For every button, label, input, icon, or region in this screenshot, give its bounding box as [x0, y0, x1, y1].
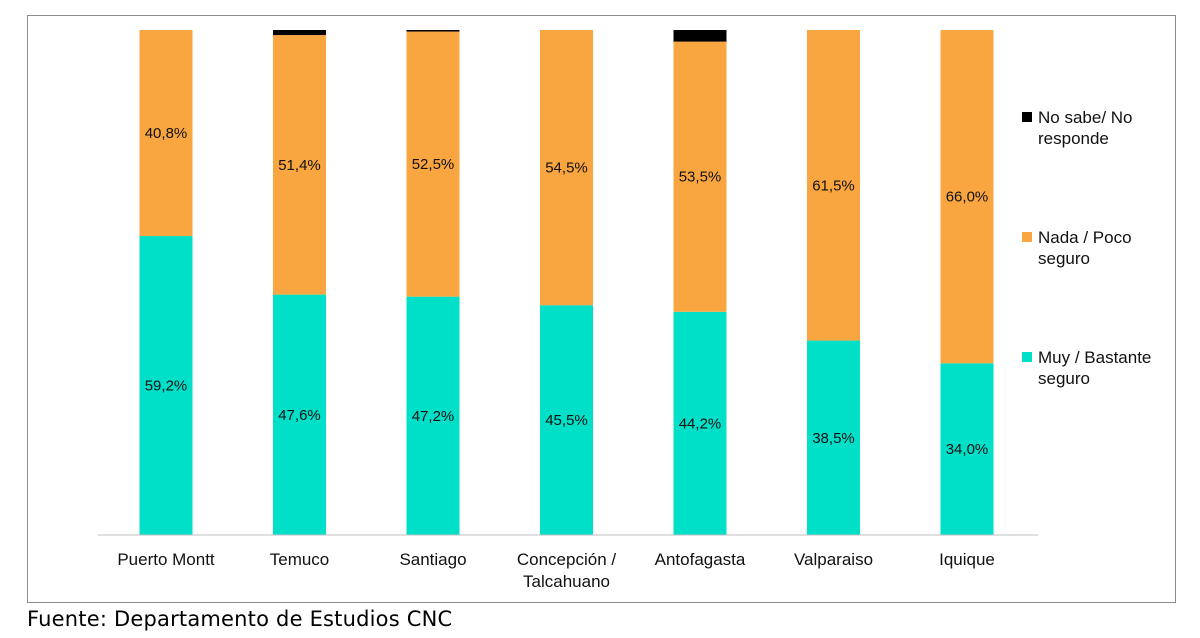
bar-muy-bastante-seguro-antofagasta — [673, 311, 727, 535]
data-label-muy-bastante-seguro-valparaiso: 38,5% — [812, 430, 855, 447]
bar-no-sabe-no-responde-antofagasta — [673, 30, 727, 42]
data-label-muy-bastante-seguro-puerto-montt: 59,2% — [145, 378, 188, 395]
bar-nada-poco-seguro-valparaiso — [807, 30, 860, 341]
legend-swatch-nada-poco-seguro — [1022, 232, 1032, 242]
bar-nada-poco-seguro-santiago — [406, 31, 460, 297]
legend-swatch-no-sabe-no-responde — [1022, 112, 1032, 122]
data-label-nada-poco-seguro-concepcion-talcahuano: 54,5% — [545, 160, 588, 177]
data-label-muy-bastante-seguro-santiago: 47,2% — [412, 408, 455, 425]
chart-frame: 59,2% 40,8% 47,6% 51,4% 47,2% 52,5% 45,5% 54,5%… — [27, 15, 1176, 603]
data-label-muy-bastante-seguro-antofagasta: 44,2% — [679, 415, 722, 432]
category-label-santiago: Santiago — [399, 550, 466, 569]
data-label-muy-bastante-seguro-temuco: 47,6% — [278, 407, 321, 424]
legend-label-no-sabe-no-responde: No sabe/ No responde — [1038, 108, 1133, 148]
bar-muy-bastante-seguro-valparaiso — [807, 340, 860, 535]
data-label-nada-poco-seguro-valparaiso: 61,5% — [812, 177, 855, 194]
source-note: Fuente: Departamento de Estudios CNC — [27, 607, 453, 631]
category-labels: Puerto Montt Temuco Santiago Concepción / Ta… — [117, 550, 995, 591]
data-label-nada-poco-seguro-puerto-montt: 40,8% — [145, 125, 188, 142]
category-label-antofagasta: Antofagasta — [655, 550, 746, 569]
bar-nada-poco-seguro-concepcion-talcahuano — [540, 30, 593, 306]
data-label-muy-bastante-seguro-iquique: 34,0% — [946, 441, 989, 458]
category-label-concepcion-talcahuano: Concepción / Talcahuano — [517, 550, 617, 591]
data-label-muy-bastante-seguro-concepcion-talcahuano: 45,5% — [545, 412, 588, 429]
category-label-temuco: Temuco — [270, 550, 330, 569]
bar-muy-bastante-seguro-santiago — [406, 296, 460, 535]
category-label-iquique: Iquique — [939, 550, 995, 569]
data-label-nada-poco-seguro-temuco: 51,4% — [278, 157, 321, 174]
legend: No sabe/ No responde Nada / Poco seguro Muy … — [1022, 108, 1151, 388]
bar-muy-bastante-seguro-concepcion-talcahuano — [540, 305, 593, 535]
bar-nada-poco-seguro-puerto-montt — [139, 30, 193, 237]
stacked-bar-chart: 59,2% 40,8% 47,6% 51,4% 47,2% 52,5% 45,5% 54,5%… — [98, 30, 1151, 591]
bar-nada-poco-seguro-iquique — [940, 30, 994, 364]
legend-label-nada-poco-seguro: Nada / Poco seguro — [1038, 228, 1132, 268]
legend-swatch-muy-bastante-seguro — [1022, 352, 1032, 362]
bar-nada-poco-seguro-antofagasta — [673, 41, 727, 312]
category-label-puerto-montt: Puerto Montt — [117, 550, 215, 569]
data-label-nada-poco-seguro-santiago: 52,5% — [412, 156, 455, 173]
bar-muy-bastante-seguro-iquique — [940, 363, 994, 535]
bars-group: 59,2% 40,8% 47,6% 51,4% 47,2% 52,5% 45,5% 54,5%… — [139, 30, 994, 536]
bar-no-sabe-no-responde-santiago — [406, 30, 460, 32]
category-label-valparaiso: Valparaiso — [794, 550, 873, 569]
bar-no-sabe-no-responde-temuco — [273, 30, 326, 36]
bar-nada-poco-seguro-temuco — [273, 35, 326, 295]
legend-label-muy-bastante-seguro: Muy / Bastante seguro — [1038, 348, 1151, 388]
bar-muy-bastante-seguro-puerto-montt — [139, 236, 193, 536]
bar-muy-bastante-seguro-temuco — [273, 294, 326, 535]
data-label-nada-poco-seguro-iquique: 66,0% — [946, 189, 989, 206]
data-label-nada-poco-seguro-antofagasta: 53,5% — [679, 169, 722, 186]
